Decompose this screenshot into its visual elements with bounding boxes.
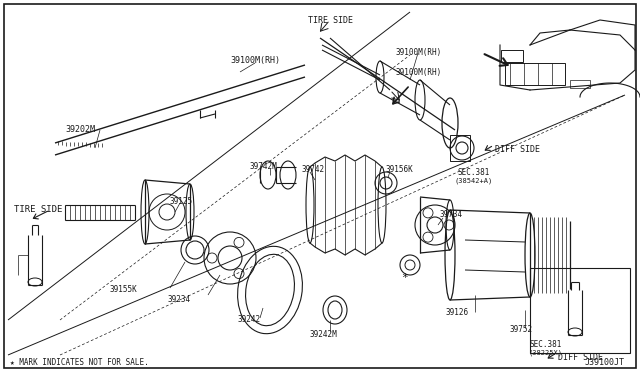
Text: 39242M: 39242M <box>310 330 338 339</box>
Text: 39100M(RH): 39100M(RH) <box>230 56 280 65</box>
Text: 39126: 39126 <box>445 308 468 317</box>
Bar <box>450 135 470 161</box>
Text: TIRE SIDE: TIRE SIDE <box>307 16 353 25</box>
Text: 39125: 39125 <box>170 197 193 206</box>
Text: 39100M(RH): 39100M(RH) <box>395 48 441 57</box>
Bar <box>501 50 523 62</box>
Text: 39100M(RH): 39100M(RH) <box>395 68 441 77</box>
Text: 39742M: 39742M <box>250 162 278 171</box>
Text: 39234: 39234 <box>168 295 191 304</box>
Text: 39734: 39734 <box>440 210 463 219</box>
Text: SEC.381: SEC.381 <box>530 340 563 349</box>
Text: 39202M: 39202M <box>65 125 95 134</box>
Text: DIFF SIDE: DIFF SIDE <box>558 353 603 362</box>
Text: ★ MARK INDICATES NOT FOR SALE.: ★ MARK INDICATES NOT FOR SALE. <box>10 358 148 367</box>
Text: 39752: 39752 <box>510 325 533 334</box>
Text: 39155K: 39155K <box>110 285 138 294</box>
Ellipse shape <box>280 161 296 189</box>
Bar <box>530 268 630 353</box>
Text: 39742: 39742 <box>302 165 325 174</box>
Ellipse shape <box>260 161 276 189</box>
Ellipse shape <box>186 184 194 240</box>
Bar <box>570 80 590 88</box>
Text: 39242: 39242 <box>237 315 260 324</box>
Text: TIRE SIDE: TIRE SIDE <box>14 205 62 214</box>
Text: (38225X): (38225X) <box>528 350 562 356</box>
Text: (38542+A): (38542+A) <box>454 177 492 183</box>
Text: DIFF SIDE: DIFF SIDE <box>495 145 540 154</box>
Bar <box>505 63 565 85</box>
Ellipse shape <box>141 180 149 244</box>
Text: 39156K: 39156K <box>385 165 413 174</box>
Text: *: * <box>402 273 408 283</box>
Text: SEC.381: SEC.381 <box>457 168 490 177</box>
Text: J39100JT: J39100JT <box>585 358 625 367</box>
